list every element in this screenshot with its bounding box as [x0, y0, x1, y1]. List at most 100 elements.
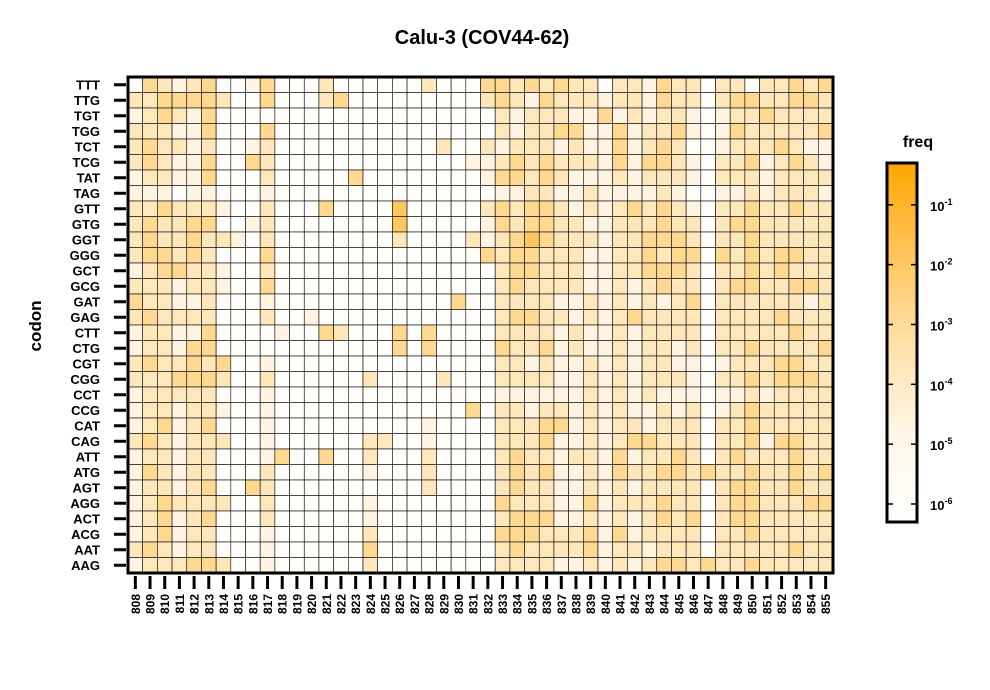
- y-tick-label: TTG: [74, 93, 100, 108]
- heatmap-cell: [392, 433, 408, 450]
- x-tick-label: 821: [320, 594, 334, 614]
- heatmap-cell: [289, 138, 305, 155]
- heatmap-cell: [538, 309, 555, 326]
- heatmap-cell: [700, 107, 716, 124]
- heatmap-cell: [685, 371, 702, 388]
- heatmap-cell: [245, 200, 261, 217]
- heatmap-cell: [509, 371, 525, 388]
- heatmap-cell: [480, 417, 496, 434]
- heatmap-cell: [597, 541, 613, 558]
- legend-tick-exponent: -3: [944, 316, 952, 326]
- heatmap-cell: [333, 355, 349, 372]
- heatmap-cell: [215, 479, 232, 496]
- heatmap-cell: [729, 464, 746, 481]
- heatmap-cell: [201, 76, 217, 93]
- heatmap-cell: [348, 92, 364, 109]
- heatmap-cell: [700, 169, 716, 186]
- heatmap-cell: [127, 92, 143, 109]
- heatmap-cell: [259, 231, 276, 248]
- heatmap-cell: [215, 541, 232, 558]
- heatmap-cell: [362, 123, 378, 140]
- heatmap-cell: [818, 309, 834, 326]
- heatmap-cell: [450, 185, 467, 202]
- heatmap-cell: [597, 247, 613, 264]
- heatmap-cell: [333, 169, 349, 186]
- heatmap-cell: [803, 340, 819, 357]
- x-tick-label: 845: [672, 594, 686, 614]
- heatmap-cell: [245, 479, 261, 496]
- heatmap-cell: [274, 154, 290, 171]
- heatmap-cell: [538, 495, 555, 512]
- heatmap-cell: [641, 433, 658, 450]
- heatmap-cell: [583, 448, 599, 465]
- heatmap-cell: [494, 464, 511, 481]
- heatmap-cell: [685, 526, 702, 543]
- heatmap-cell: [318, 278, 334, 295]
- heatmap-cell: [480, 433, 496, 450]
- heatmap-cell: [803, 200, 819, 217]
- heatmap-cell: [142, 185, 158, 202]
- y-tick-label: GTT: [74, 201, 100, 216]
- heatmap-cell: [759, 123, 775, 140]
- heatmap-cell: [348, 216, 364, 233]
- heatmap-cell: [803, 526, 819, 543]
- heatmap-cell: [171, 247, 188, 264]
- heatmap-cell: [597, 123, 613, 140]
- heatmap-cell: [641, 169, 658, 186]
- x-tick-label: 841: [614, 594, 628, 614]
- heatmap-cell: [583, 371, 599, 388]
- heatmap-cell: [348, 355, 364, 372]
- heatmap-cell: [671, 386, 687, 403]
- heatmap-cell: [465, 138, 481, 155]
- heatmap-cell: [127, 200, 143, 217]
- heatmap-cell: [142, 448, 158, 465]
- heatmap-cell: [318, 76, 334, 93]
- heatmap-cell: [627, 402, 643, 419]
- heatmap-cell: [333, 216, 349, 233]
- heatmap-cell: [186, 262, 202, 279]
- heatmap-cell: [318, 231, 334, 248]
- heatmap-cell: [245, 324, 261, 341]
- heatmap-cell: [715, 76, 731, 93]
- heatmap-cell: [524, 557, 540, 574]
- heatmap-cell: [627, 138, 643, 155]
- heatmap-cell: [377, 479, 393, 496]
- heatmap-cell: [685, 247, 702, 264]
- heatmap-cell: [744, 293, 760, 310]
- heatmap-cell: [744, 169, 760, 186]
- heatmap-cell: [259, 386, 276, 403]
- heatmap-cell: [157, 371, 173, 388]
- heatmap-cell: [348, 231, 364, 248]
- heatmap-cell: [773, 200, 790, 217]
- heatmap-cell: [700, 309, 716, 326]
- heatmap-cell: [656, 479, 672, 496]
- heatmap-cell: [715, 200, 731, 217]
- heatmap-cell: [436, 371, 452, 388]
- heatmap-cell: [289, 495, 305, 512]
- heatmap-cell: [259, 216, 276, 233]
- heatmap-cell: [406, 324, 423, 341]
- heatmap-cell: [142, 324, 158, 341]
- heatmap-cell: [568, 386, 584, 403]
- heatmap-cell: [274, 479, 290, 496]
- x-tick-label: 844: [658, 594, 672, 614]
- heatmap-cell: [215, 464, 232, 481]
- heatmap-cell: [597, 309, 613, 326]
- heatmap-cell: [744, 200, 760, 217]
- heatmap-cell: [641, 495, 658, 512]
- heatmap-cell: [259, 340, 276, 357]
- legend-tick-label: 10-4: [930, 376, 952, 393]
- y-tick-label: TCG: [73, 155, 100, 170]
- x-tick-label: 853: [790, 594, 804, 614]
- heatmap-cell: [215, 107, 232, 124]
- x-tick-label: 809: [144, 594, 158, 614]
- heatmap-cell: [656, 495, 672, 512]
- heatmap-cell: [392, 92, 408, 109]
- heatmap-cell: [201, 417, 217, 434]
- heatmap-cell: [818, 495, 834, 512]
- heatmap-cell: [171, 231, 188, 248]
- heatmap-cell: [289, 433, 305, 450]
- heatmap-cell: [788, 262, 804, 279]
- heatmap-cell: [524, 231, 540, 248]
